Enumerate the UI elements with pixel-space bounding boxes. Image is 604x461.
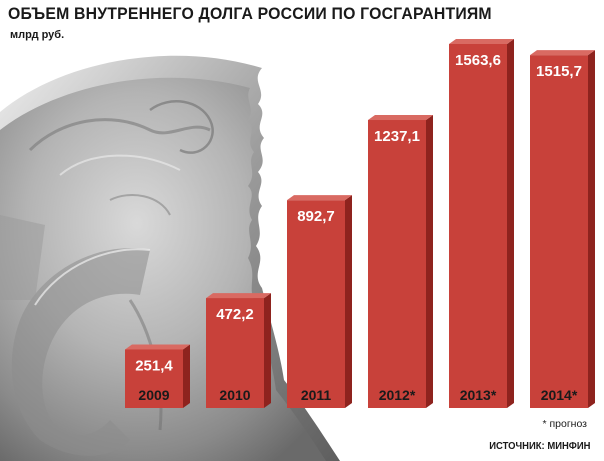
x-tick-label: 2012*	[379, 387, 416, 403]
bar	[287, 200, 345, 408]
x-tick-label: 2010	[219, 387, 250, 403]
data-label: 472,2	[216, 306, 254, 323]
bar	[449, 44, 507, 408]
bar-side	[426, 115, 433, 408]
bar	[206, 298, 264, 408]
bar-top	[206, 293, 271, 299]
bar	[368, 120, 426, 408]
bar-top	[368, 115, 433, 121]
bar-group: 1237,1 2012*	[368, 115, 433, 408]
x-tick-label: 2011	[301, 387, 332, 403]
bar-group: 892,7 2011	[287, 195, 352, 408]
bar	[125, 349, 183, 408]
data-label: 1563,6	[455, 52, 501, 69]
bar-side	[183, 344, 190, 408]
bar-side	[345, 195, 352, 408]
x-tick-label: 2009	[138, 387, 169, 403]
bar-group: 472,2 2010	[206, 293, 271, 408]
data-label: 251,4	[135, 357, 173, 374]
data-label: 1515,7	[536, 63, 582, 80]
bar-group: 251,4 2009	[125, 344, 190, 408]
unit-label: млрд руб.	[10, 29, 65, 41]
bar-top	[449, 39, 514, 44]
bar-side	[264, 293, 271, 408]
x-tick-label: 2014*	[541, 387, 578, 403]
data-label: 892,7	[297, 208, 335, 225]
bar-side	[588, 50, 595, 408]
bar-group: 1563,6 2013*	[449, 39, 514, 408]
source-label: ИСТОЧНИК: МИНФИН	[488, 440, 590, 452]
bar	[530, 55, 588, 408]
data-label: 1237,1	[374, 128, 420, 145]
bar-top	[287, 195, 352, 201]
bar-side	[507, 39, 514, 408]
chart-title: ОБЪЕМ ВНУТРЕННЕГО ДОЛГА РОССИИ ПО ГОСГАР…	[8, 4, 492, 23]
bar-group: 1515,7 2014*	[530, 50, 595, 408]
bar-top	[530, 50, 595, 56]
bar-top	[125, 344, 190, 350]
x-tick-label: 2013*	[460, 387, 497, 403]
forecast-note: * прогноз	[542, 418, 587, 430]
